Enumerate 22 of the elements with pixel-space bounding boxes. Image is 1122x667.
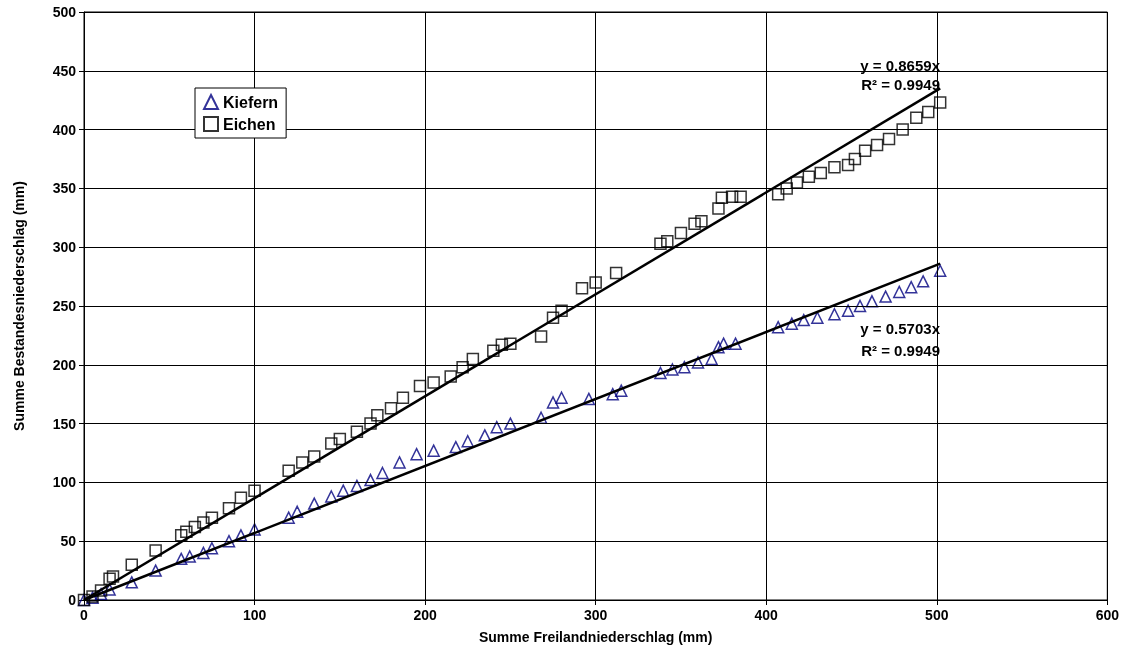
y-tick-label: 100 bbox=[52, 474, 77, 491]
y-tick-label: 400 bbox=[52, 121, 77, 138]
legend-label: Eichen bbox=[223, 115, 276, 133]
y-tick-label: 300 bbox=[52, 239, 77, 256]
y-axis-title: Summe Bestandesniederschlag (mm) bbox=[11, 181, 27, 431]
x-tick-label: 300 bbox=[583, 607, 608, 623]
x-axis-title: Summe Freilandniederschlag (mm) bbox=[478, 629, 713, 645]
y-tick-label: 150 bbox=[52, 415, 77, 432]
legend-label: Kiefern bbox=[223, 93, 279, 111]
y-tick-label: 50 bbox=[60, 533, 77, 550]
y-tick-label: 350 bbox=[52, 180, 77, 197]
y-tick-label: 500 bbox=[52, 4, 77, 20]
y-tick-label: 0 bbox=[68, 592, 77, 608]
y-tick-label: 200 bbox=[52, 356, 77, 373]
x-tick-label: 0 bbox=[80, 607, 89, 623]
x-tick-label: 600 bbox=[1095, 607, 1120, 623]
x-tick-label: 100 bbox=[242, 607, 267, 623]
y-tick-label: 250 bbox=[52, 298, 77, 314]
y-tick-label: 450 bbox=[52, 62, 77, 79]
x-tick-label: 500 bbox=[925, 607, 949, 623]
x-tick-label: 200 bbox=[413, 607, 437, 623]
x-tick-label: 400 bbox=[754, 607, 779, 623]
